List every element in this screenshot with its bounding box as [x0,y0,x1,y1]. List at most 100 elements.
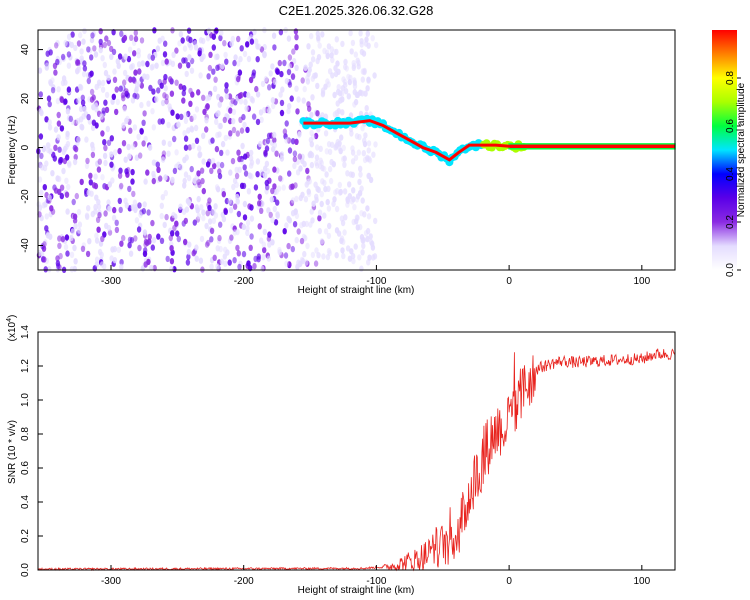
spectrogram-cell [100,174,105,181]
spectrogram-cell [243,153,248,160]
snr-plot-area [38,332,675,570]
spectrogram-cell [109,151,114,158]
spectrogram-cell [318,157,323,164]
spectrogram-cell [272,131,277,139]
spectrogram-cell [324,171,329,178]
spectrogram-cell [183,238,188,246]
spectrogram-cell [299,237,305,245]
spectrogram-cell [314,247,319,254]
spectrogram-cell [124,202,129,209]
spectrogram-cell [343,214,348,221]
spectrogram-cell [242,164,247,171]
spectrogram-cell [114,219,119,226]
spectrogram-cell [124,168,129,175]
spectrogram-cell [66,51,72,58]
spectrogram-cell [141,119,146,127]
spectrogram-cell [45,142,51,149]
spectrogram-cell [232,59,237,67]
spectrogram-cell [357,254,362,261]
spectrogram-cell [86,46,91,53]
spectrogram-cell [55,97,61,105]
spectrogram-cell [204,222,209,230]
spectrogram-cell [323,185,328,193]
spectrogram-cell [217,234,222,242]
spectrogram-cell [194,106,200,113]
spectrogram-cell [160,156,166,163]
snr-scale-note: (x104) [6,315,18,342]
spectrogram-cell [137,68,142,75]
spectrogram-cell [196,170,201,177]
spectrogram-cell [166,150,171,157]
spectrogram-cell [122,34,128,42]
spectrogram-cell [198,257,204,264]
spectrogram-cell [234,166,239,174]
spectrogram-cell [335,60,340,67]
y-tick-label: 0.0 [20,563,31,577]
spectrogram-cell [142,250,148,257]
spectrogram-cell [270,239,275,246]
spectrogram-cell [303,196,309,203]
spectrogram-cell [336,68,341,76]
spectrogram-cell [268,70,273,77]
spectrogram-cell [292,155,298,163]
spectrogram-cell [37,204,43,211]
spectrogram-cell [158,175,163,182]
spectrogram-cell [37,67,43,74]
spectrogram-cell [363,90,368,97]
spectrogram-cell [184,70,189,78]
snr-series-line [37,348,676,572]
spectrogram-cell [246,260,251,267]
spectrogram-cell [229,234,234,241]
spectrogram-cell [136,47,141,55]
spectrogram-cell [183,144,189,151]
spectrogram-cell [370,35,375,42]
spectrogram-cell [73,258,78,265]
spectrogram-cell [361,242,366,250]
spectrogram-cell [77,227,82,234]
spectrogram-cell [290,138,296,145]
spectrogram-cell [102,139,107,146]
spectrogram-cell [186,27,192,34]
spectrogram-cell [139,37,145,44]
spectrogram-cell [215,64,220,72]
y-tick-label: 0.2 [20,529,31,543]
spectrogram-cell [359,41,364,48]
spectrogram-cell [72,244,77,252]
spectrogram-cell [93,182,99,190]
spectrogram-cell [296,228,301,235]
spectrogram-cell [323,228,329,235]
spectrogram-cell [274,150,279,157]
spectrogram-cell [119,30,124,37]
spectrogram-cell [106,139,112,146]
spectrogram-cell [155,161,160,168]
spectrogram-cell [133,235,138,242]
spectrogram-cell [336,84,341,91]
spectrogram-cell [183,112,188,119]
spectrogram-cell [93,208,98,215]
spectrogram-cell [118,167,123,174]
spectrogram-cell [340,219,346,227]
spectrogram-cell [217,101,222,108]
spectrogram-cell [56,86,61,93]
spectrogram-cell [340,109,345,116]
spectrogram-cell [298,260,303,268]
spectrogram-cell [150,108,155,115]
spectrogram-cell [222,253,227,260]
spectrogram-cell [164,98,169,105]
spectrogram-cell [92,45,97,52]
spectrogram-cell [88,172,93,179]
spectrogram-cell [294,85,299,92]
colorbar-tick-label: 0.0 [725,263,736,277]
spectrogram-cell [151,170,156,178]
spectrogram-cell [207,158,212,165]
spectrogram-cell [314,159,319,166]
spectrogram-cell [187,199,192,207]
spectrogram-cell [128,250,134,257]
spectrogram-cell [241,113,246,121]
spectrogram-cell [142,229,148,236]
spectrogram-cell [168,76,173,83]
spectrogram-cell [133,206,138,214]
spectrogram-cell [69,234,74,242]
spectrogram-cell [166,121,171,129]
